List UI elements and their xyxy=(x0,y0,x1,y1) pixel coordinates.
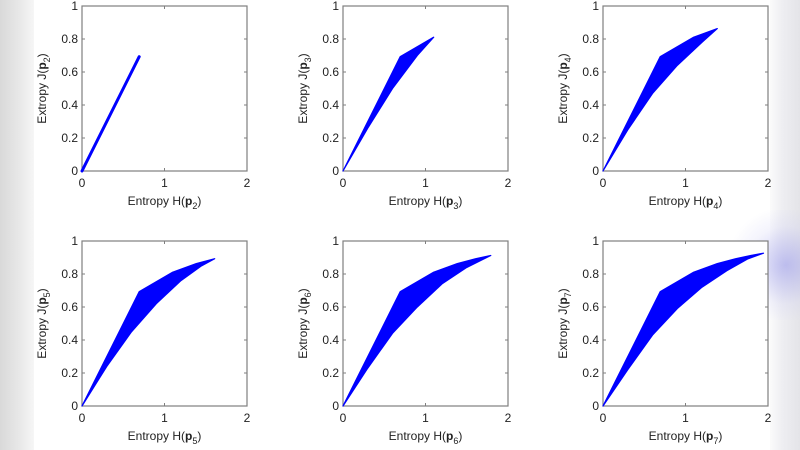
y-tick-label: 0.4 xyxy=(322,333,339,347)
y-tick-label: 1 xyxy=(332,234,339,248)
y-tick-label: 0.6 xyxy=(322,65,339,79)
subplot-7: 0 0.2 0.4 0.6 0.8 1 0 1 2 Entropy H(p7) Extropy J(… xyxy=(556,234,772,446)
x-axis-label: Entropy H(p7) xyxy=(649,429,723,446)
y-tick-label: 0.6 xyxy=(582,65,599,79)
x-tick-label: 1 xyxy=(682,176,689,190)
y-tick-label: 0.8 xyxy=(61,267,78,281)
left-margin-shadow xyxy=(0,0,34,450)
y-tick-label: 0.6 xyxy=(322,300,339,314)
attainable-region xyxy=(602,252,765,407)
axes-box xyxy=(342,240,509,407)
x-tick-label: 2 xyxy=(505,176,512,190)
y-tick-label: 0 xyxy=(332,399,339,413)
y-tick-label: 0.6 xyxy=(61,300,78,314)
subplot-5: 0 0.2 0.4 0.6 0.8 1 0 1 2 Entropy H(p5) Extropy J(… xyxy=(35,234,251,446)
y-tick-label: 0.4 xyxy=(582,333,599,347)
y-tick-label: 0.2 xyxy=(61,366,78,380)
axes-box xyxy=(602,5,769,172)
attainable-region xyxy=(342,36,435,172)
x-axis-label: Entropy H(p2) xyxy=(128,194,202,211)
y-tick-label: 0.2 xyxy=(322,366,339,380)
axes-box xyxy=(602,240,769,407)
y-tick-label: 0.4 xyxy=(61,98,78,112)
x-tick-label: 1 xyxy=(422,411,429,425)
y-tick-label: 0 xyxy=(71,164,78,178)
x-tick-label: 1 xyxy=(161,176,168,190)
y-tick-label: 0.2 xyxy=(582,131,599,145)
y-tick-label: 0 xyxy=(592,399,599,413)
y-tick-label: 0 xyxy=(592,164,599,178)
y-axis-label: Extropy J(p6) xyxy=(296,288,313,358)
x-axis-label: Entropy H(p6) xyxy=(389,429,463,446)
y-tick-label: 0.8 xyxy=(61,32,78,46)
subplot-4: 0 0.2 0.4 0.6 0.8 1 0 1 2 Entropy H(p4) Extropy J(… xyxy=(556,0,772,211)
y-tick-label: 0.2 xyxy=(322,131,339,145)
x-tick-label: 2 xyxy=(244,176,251,190)
subplot-3: 0 0.2 0.4 0.6 0.8 1 0 1 2 Entropy H(p3) Extropy J(… xyxy=(296,0,512,211)
x-tick-label: 2 xyxy=(765,411,772,425)
y-tick-label: 0.6 xyxy=(582,300,599,314)
y-tick-label: 1 xyxy=(71,234,78,248)
y-tick-label: 0.6 xyxy=(61,65,78,79)
axes-box xyxy=(81,5,248,172)
attainable-region xyxy=(81,258,216,407)
x-tick-label: 0 xyxy=(79,411,86,425)
y-tick-label: 0.8 xyxy=(582,267,599,281)
y-tick-label: 0 xyxy=(332,164,339,178)
x-axis-label: Entropy H(p4) xyxy=(649,194,723,211)
attainable-region xyxy=(602,28,718,172)
subplot-6: 0 0.2 0.4 0.6 0.8 1 0 1 2 Entropy H(p6) Extropy J(… xyxy=(296,234,512,446)
x-tick-label: 2 xyxy=(244,411,251,425)
x-axis-label: Entropy H(p3) xyxy=(389,194,463,211)
x-tick-label: 2 xyxy=(765,176,772,190)
y-axis-label: Extropy J(p4) xyxy=(556,53,573,123)
x-axis-label: Entropy H(p5) xyxy=(128,429,202,446)
y-axis-label: Extropy J(p3) xyxy=(296,53,313,123)
axes-box xyxy=(81,240,248,407)
y-tick-label: 1 xyxy=(592,0,599,13)
y-tick-label: 0.8 xyxy=(322,267,339,281)
y-tick-label: 0.2 xyxy=(582,366,599,380)
x-tick-label: 0 xyxy=(600,176,607,190)
axes-box xyxy=(342,5,509,172)
y-tick-label: 1 xyxy=(592,234,599,248)
x-tick-label: 0 xyxy=(340,176,347,190)
x-tick-label: 1 xyxy=(422,176,429,190)
y-tick-label: 0.8 xyxy=(322,32,339,46)
y-tick-label: 0 xyxy=(71,399,78,413)
y-tick-label: 0.2 xyxy=(61,131,78,145)
y-tick-label: 1 xyxy=(332,0,339,13)
y-tick-label: 1 xyxy=(71,0,78,13)
x-tick-label: 0 xyxy=(600,411,607,425)
attainable-region xyxy=(342,254,492,407)
y-axis-label: Extropy J(p5) xyxy=(35,288,52,358)
y-tick-label: 0.8 xyxy=(582,32,599,46)
y-tick-label: 0.4 xyxy=(582,98,599,112)
attainable-region xyxy=(80,55,141,173)
y-axis-label: Extropy J(p7) xyxy=(556,288,573,358)
subplot-2: 0 0.2 0.4 0.6 0.8 1 0 1 2 Entropy H(p2) Extropy J(… xyxy=(35,0,251,211)
x-tick-label: 1 xyxy=(682,411,689,425)
x-tick-label: 2 xyxy=(505,411,512,425)
y-tick-label: 0.4 xyxy=(322,98,339,112)
x-tick-label: 0 xyxy=(340,411,347,425)
y-tick-label: 0.4 xyxy=(61,333,78,347)
x-tick-label: 1 xyxy=(161,411,168,425)
x-tick-label: 0 xyxy=(79,176,86,190)
y-axis-label: Extropy J(p2) xyxy=(35,53,52,123)
